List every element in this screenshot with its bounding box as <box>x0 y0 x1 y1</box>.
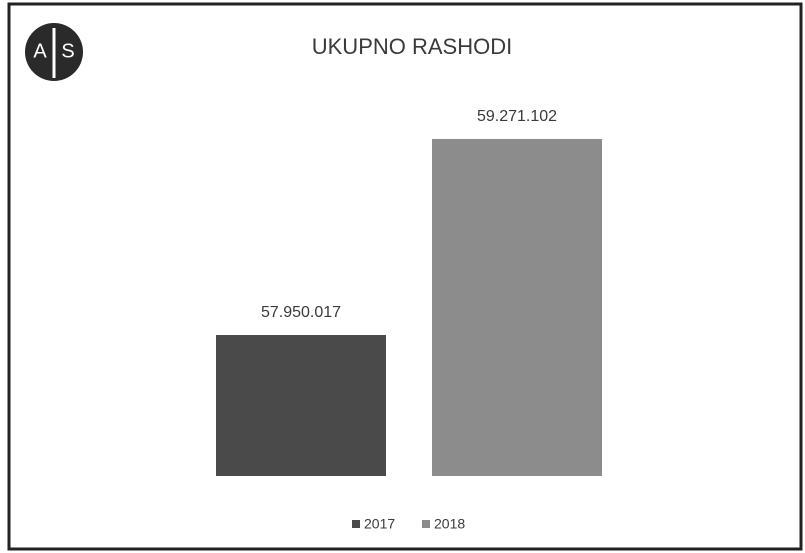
legend-label: 2018 <box>434 516 465 532</box>
data-label: 57.950.017 <box>261 304 341 321</box>
logo-letter: S <box>61 40 74 62</box>
legend-swatch <box>422 520 430 528</box>
logo: A S <box>25 23 83 81</box>
chart-title: UKUPNO RASHODI <box>312 34 512 59</box>
legend-label: 2017 <box>364 516 395 532</box>
bar <box>432 138 602 477</box>
data-label: 59.271.102 <box>477 108 557 125</box>
legend-swatch <box>352 520 360 528</box>
logo-letter: A <box>33 40 47 62</box>
frame <box>7 2 803 551</box>
bar <box>216 335 386 476</box>
